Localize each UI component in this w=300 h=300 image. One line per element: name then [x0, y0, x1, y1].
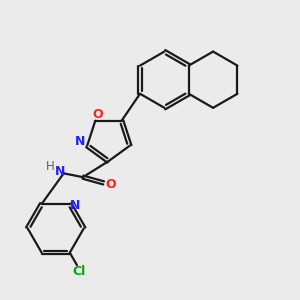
- Text: H: H: [46, 160, 55, 173]
- Text: O: O: [105, 178, 116, 191]
- Text: O: O: [92, 108, 103, 121]
- Text: N: N: [75, 135, 85, 148]
- Text: N: N: [55, 165, 65, 178]
- Text: N: N: [70, 199, 81, 212]
- Text: Cl: Cl: [72, 265, 85, 278]
